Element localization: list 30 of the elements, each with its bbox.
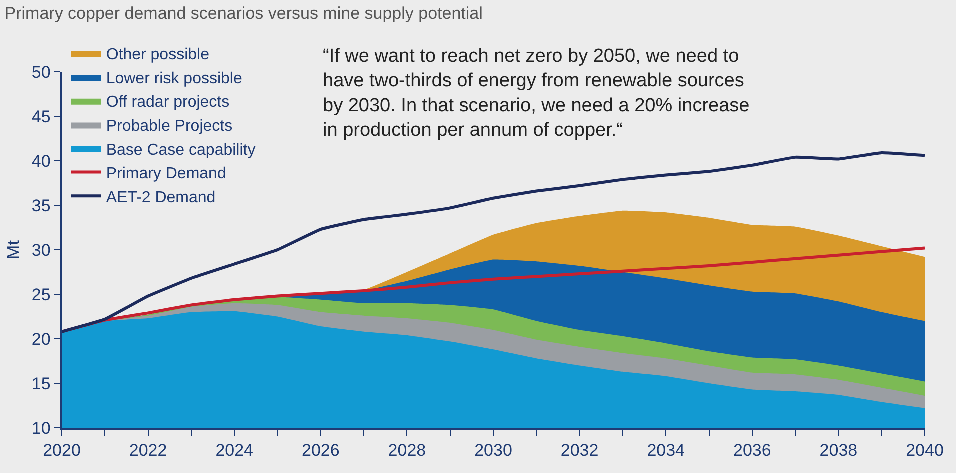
x-tick-label: 2034 (647, 441, 686, 460)
y-tick-label: 35 (32, 196, 51, 216)
y-tick-label: 50 (32, 62, 51, 82)
x-tick-label: 2036 (733, 441, 772, 460)
y-tick-label: 40 (32, 152, 51, 171)
x-tick-label: 2038 (820, 441, 858, 460)
y-tick-label: 30 (32, 240, 51, 260)
y-tick-label: 20 (32, 330, 51, 349)
x-tick-label: 2026 (302, 441, 340, 460)
x-tick-label: 2024 (216, 441, 254, 460)
x-tick-label: 2040 (906, 441, 944, 460)
legend-label: Base Case capability (106, 142, 256, 159)
annotation: “If we want to reach net zero by 2050, we need to have two-thirds of energy from renewable sources by 2030. In that scenario, we need a 20% increase in production per annum of copper.“ (323, 46, 750, 142)
x-tick-label: 2020 (43, 441, 81, 460)
y-axis-title: Mt (4, 240, 23, 260)
x-tick-label: 2028 (388, 441, 426, 460)
y-tick-label: 15 (32, 374, 51, 394)
y-tick-label: 10 (32, 418, 51, 438)
x-tick-label: 2022 (129, 441, 168, 460)
y-tick-label: 45 (32, 107, 51, 126)
x-tick-label: 2032 (560, 441, 599, 460)
legend-label: Off radar projects (106, 94, 230, 112)
x-tick-label: 2030 (474, 441, 512, 460)
legend-label: Primary Demand (106, 166, 226, 183)
y-tick-label: 25 (32, 285, 51, 304)
legend-label: Lower risk possible (106, 70, 242, 88)
legend-label: Other possible (106, 46, 210, 64)
legend-label: Probable Projects (106, 118, 233, 135)
chart-title: Primary copper demand scenarios versus mine supply potential (4, 4, 483, 23)
legend-label: AET-2 Demand (106, 189, 216, 206)
